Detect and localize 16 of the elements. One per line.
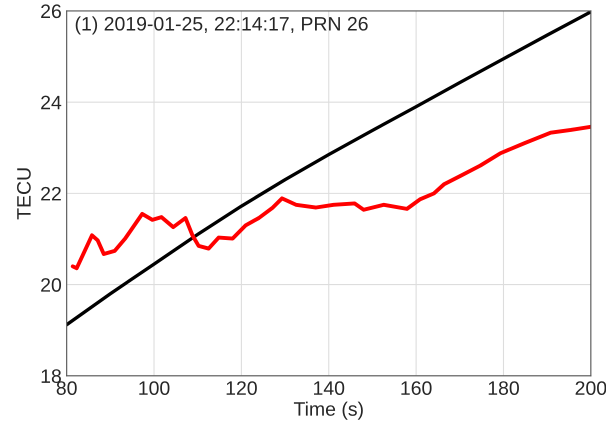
x-tick-label: 120 <box>226 381 257 395</box>
x-tick-label: 80 <box>56 381 77 395</box>
x-tick-label: 180 <box>488 381 519 395</box>
x-tick-label: 100 <box>139 381 170 395</box>
y-tick-label: 20 <box>41 278 62 292</box>
x-axis-title: Time (s) <box>294 402 363 420</box>
annotation: (1) 2019-01-25, 22:14:17, PRN 26 <box>76 16 368 35</box>
x-tick-label: 160 <box>401 381 432 395</box>
y-tick-label: 18 <box>42 369 61 384</box>
x-tick-label: 200 <box>576 381 606 395</box>
y-axis-title: TECU <box>17 168 31 220</box>
y-tick-label: 26 <box>41 4 61 18</box>
y-tick-label: 22 <box>41 186 61 200</box>
x-tick-label: 140 <box>314 381 344 395</box>
line-series <box>70 124 591 270</box>
y-tick-label: 24 <box>41 96 62 110</box>
